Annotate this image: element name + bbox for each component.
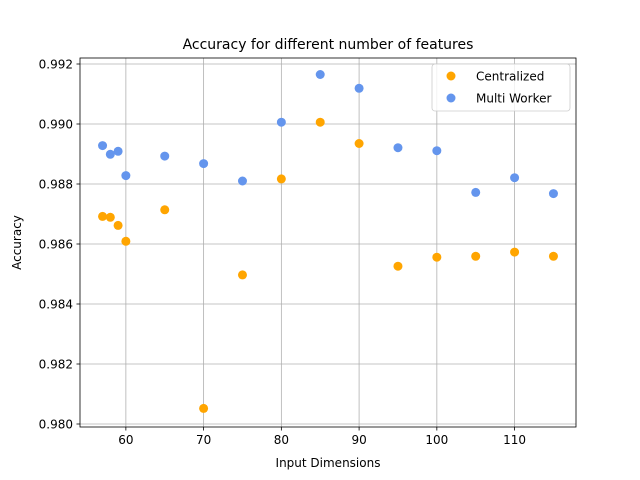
legend-label-multi-worker: Multi Worker [476,92,551,106]
y-tick-label: 0.984 [39,297,73,311]
point-multi-worker [121,171,131,181]
point-multi-worker [113,146,123,156]
point-centralized [113,220,123,230]
point-centralized [160,205,170,215]
point-centralized [432,252,442,262]
point-centralized [471,251,481,261]
plot-frame [79,57,577,428]
point-centralized [315,117,325,127]
point-centralized [121,236,131,246]
point-centralized [354,139,364,148]
point-multi-worker [315,70,325,79]
y-tick-label: 0.980 [39,417,73,431]
point-multi-worker [98,141,108,151]
point-multi-worker [199,159,209,169]
y-tick-label: 0.992 [39,57,73,71]
y-tick-label: 0.990 [39,117,73,131]
legend-marker-multi-worker [446,93,456,103]
point-multi-worker [432,146,442,156]
x-tick-label: 90 [351,433,366,447]
legend-marker-centralized [446,71,456,81]
point-multi-worker [393,143,403,153]
chart-title: Accuracy for different number of feature… [183,37,474,53]
y-tick-label: 0.988 [39,177,73,191]
x-axis-label: Input Dimensions [276,456,381,470]
x-tick-label: 60 [118,433,133,447]
point-multi-worker [160,151,170,161]
point-centralized [105,212,115,222]
y-tick-label: 0.982 [39,357,73,371]
point-multi-worker [105,149,115,159]
point-multi-worker [237,176,247,186]
point-centralized [393,261,403,271]
legend: Centralized Multi Worker [431,63,571,112]
x-tick-label: 110 [503,433,526,447]
point-centralized [276,174,286,184]
point-multi-worker [276,117,286,127]
axis-ticks: 60 70 80 90 100 110 0.980 0.982 0.984 0.986 0.988 0… [39,57,526,447]
point-multi-worker [510,173,520,183]
point-centralized [548,251,558,261]
legend-label-centralized: Centralized [476,70,544,84]
point-multi-worker [471,187,481,197]
y-tick-label: 0.986 [39,237,73,251]
legend-box [431,63,571,112]
point-multi-worker [548,189,558,199]
x-tick-label: 100 [425,433,448,447]
point-centralized [199,403,209,413]
y-axis-label: Accuracy [10,215,24,270]
grid-lines [80,58,576,427]
point-centralized [510,247,520,257]
data-points [98,70,558,413]
point-multi-worker [354,83,364,93]
point-centralized [98,211,108,221]
point-centralized [237,270,247,280]
x-tick-label: 80 [274,433,289,447]
x-tick-label: 70 [196,433,211,447]
